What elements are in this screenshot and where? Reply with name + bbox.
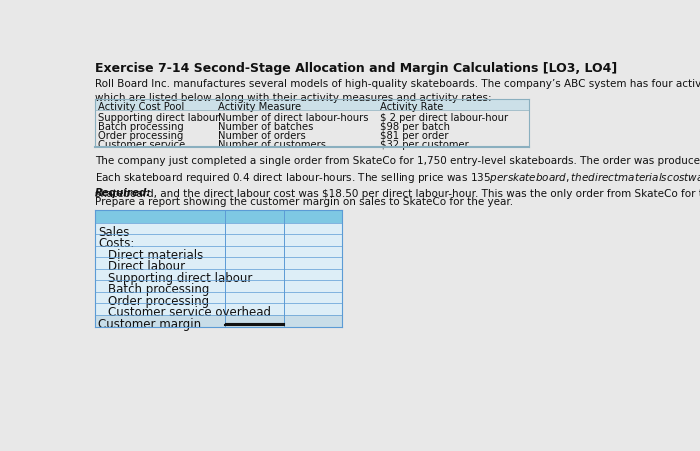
Text: Number of batches: Number of batches <box>218 122 313 132</box>
Bar <box>95 246 342 258</box>
Bar <box>95 304 342 315</box>
Text: Activity Rate: Activity Rate <box>381 102 444 112</box>
Bar <box>95 100 529 111</box>
Text: Customer service: Customer service <box>97 140 185 150</box>
Text: $98 per batch: $98 per batch <box>381 122 451 132</box>
Text: Customer service overhead: Customer service overhead <box>108 306 271 319</box>
Text: Direct labour: Direct labour <box>108 260 185 272</box>
Text: Required:: Required: <box>95 188 152 198</box>
Text: Number of customers: Number of customers <box>218 140 326 150</box>
Text: Exercise 7-14 Second-Stage Allocation and Margin Calculations [LO3, LO4]: Exercise 7-14 Second-Stage Allocation an… <box>95 62 617 75</box>
Text: Number of direct labour-hours: Number of direct labour-hours <box>218 112 368 123</box>
Bar <box>95 315 342 327</box>
Text: Batch processing: Batch processing <box>97 122 183 132</box>
Text: $81 per order: $81 per order <box>381 131 449 141</box>
Text: The company just completed a single order from SkateCo for 1,750 entry-level ska: The company just completed a single orde… <box>95 156 700 198</box>
Text: Customer margin: Customer margin <box>98 317 202 330</box>
Bar <box>95 223 342 235</box>
Bar <box>95 235 342 246</box>
Bar <box>95 211 342 223</box>
Text: Roll Board Inc. manufactures several models of high-quality skateboards. The com: Roll Board Inc. manufactures several mod… <box>95 79 700 103</box>
Bar <box>95 292 342 304</box>
Text: Activity Measure: Activity Measure <box>218 102 301 112</box>
Text: $ 2 per direct labour-hour: $ 2 per direct labour-hour <box>381 112 509 123</box>
Bar <box>95 281 342 292</box>
Text: Batch processing: Batch processing <box>108 283 209 296</box>
Text: Activity Cost Pool: Activity Cost Pool <box>97 102 184 112</box>
Text: $32 per customer: $32 per customer <box>381 140 469 150</box>
Text: Supporting direct labour: Supporting direct labour <box>108 271 252 284</box>
Bar <box>95 258 342 269</box>
Text: Order processing: Order processing <box>108 294 209 307</box>
Text: Costs:: Costs: <box>98 237 134 249</box>
Text: Order processing: Order processing <box>97 131 183 141</box>
Bar <box>95 269 342 281</box>
Text: Sales: Sales <box>98 225 130 238</box>
Text: Number of orders: Number of orders <box>218 131 305 141</box>
Text: Supporting direct labour: Supporting direct labour <box>97 112 219 123</box>
Text: Prepare a report showing the customer margin on sales to SkateCo for the year.: Prepare a report showing the customer ma… <box>95 197 513 207</box>
Text: Direct materials: Direct materials <box>108 248 203 261</box>
